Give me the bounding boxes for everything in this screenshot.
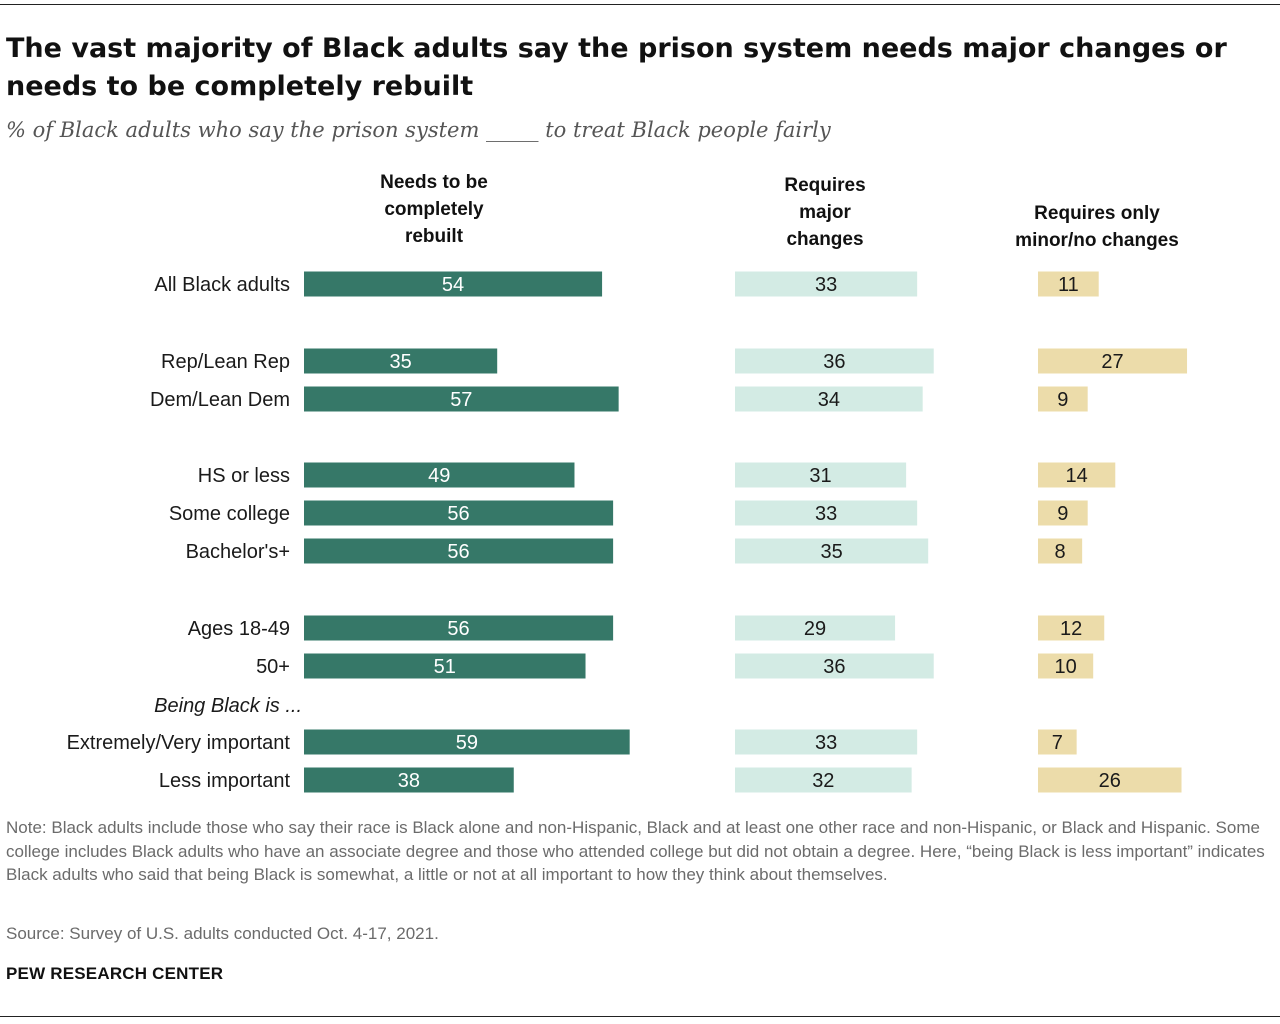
bar-chart: Needs to be completely rebuilt Requires majo… — [67, 172, 1188, 793]
data-label: 33 — [815, 503, 837, 525]
bar — [735, 538, 929, 564]
bar — [735, 462, 907, 488]
data-label: 59 — [456, 732, 478, 754]
bar — [1038, 500, 1088, 526]
column-header-line: Needs to be — [380, 172, 488, 193]
bar — [735, 500, 918, 526]
data-label: 57 — [450, 389, 472, 411]
data-label: 49 — [428, 465, 450, 487]
data-label: 56 — [447, 541, 469, 563]
data-label: 36 — [823, 351, 845, 373]
chart-note: Note: Black adults include those who say… — [6, 818, 1265, 884]
group-label: Being Black is ... — [154, 695, 302, 717]
bottom-rule — [0, 1016, 1280, 1017]
bar — [304, 615, 614, 641]
bar — [304, 653, 586, 679]
column-header-line: rebuilt — [405, 226, 464, 247]
category-label: Bachelor's+ — [186, 541, 290, 563]
bar — [735, 653, 934, 679]
data-label: 38 — [398, 770, 420, 792]
bar — [1038, 462, 1116, 488]
category-label: Ages 18-49 — [188, 618, 290, 640]
data-label: 33 — [815, 732, 837, 754]
bar — [1038, 538, 1083, 564]
column-header-line: Requires only — [1034, 203, 1160, 224]
column-header-line: major — [799, 202, 851, 223]
data-label: 32 — [812, 770, 834, 792]
data-label: 54 — [442, 274, 464, 296]
category-label: Dem/Lean Dem — [150, 389, 290, 411]
data-label: 35 — [820, 541, 842, 563]
bar — [304, 500, 614, 526]
bar — [735, 348, 934, 374]
data-label: 7 — [1052, 732, 1063, 754]
bar — [304, 729, 630, 755]
bar — [735, 271, 918, 297]
bar — [1038, 386, 1088, 412]
bar — [304, 386, 619, 412]
data-label: 29 — [804, 618, 826, 640]
category-label: All Black adults — [154, 274, 290, 296]
data-label: 33 — [815, 274, 837, 296]
data-label: 26 — [1099, 770, 1121, 792]
column-header-line: Requires — [784, 175, 865, 196]
data-label: 35 — [389, 351, 411, 373]
chart-source: Source: Survey of U.S. adults conducted … — [6, 924, 439, 943]
brand-logo-text: PEW RESEARCH CENTER — [6, 964, 224, 983]
data-label: 11 — [1058, 274, 1079, 296]
category-label: Extremely/Very important — [67, 732, 291, 754]
bar — [1038, 615, 1105, 641]
bar — [304, 538, 614, 564]
bar — [735, 615, 896, 641]
data-label: 9 — [1057, 389, 1068, 411]
bar — [304, 462, 575, 488]
data-label: 56 — [447, 618, 469, 640]
bar — [1038, 653, 1094, 679]
data-label: 14 — [1066, 465, 1088, 487]
top-rule — [0, 4, 1280, 5]
data-label: 27 — [1101, 351, 1123, 373]
data-label: 10 — [1054, 656, 1076, 678]
data-label: 8 — [1055, 541, 1066, 563]
bar — [304, 271, 603, 297]
column-header-line: completely — [384, 199, 484, 220]
data-label: 12 — [1060, 618, 1082, 640]
bar — [1038, 348, 1188, 374]
bar — [735, 386, 923, 412]
bar — [1038, 271, 1099, 297]
bar — [735, 767, 912, 793]
chart-title: The vast majority of Black adults say th… — [6, 33, 1227, 102]
data-label: 36 — [823, 656, 845, 678]
bar — [1038, 729, 1077, 755]
category-label: Some college — [169, 503, 290, 525]
bar — [735, 729, 918, 755]
category-label: 50+ — [256, 656, 290, 678]
data-label: 56 — [447, 503, 469, 525]
data-label: 51 — [434, 656, 456, 678]
chart-subtitle: % of Black adults who say the prison sys… — [6, 118, 831, 142]
category-label: HS or less — [198, 465, 290, 487]
category-label: Less important — [159, 770, 291, 792]
bar — [304, 348, 498, 374]
bar — [1038, 767, 1182, 793]
column-header-line: minor/no changes — [1015, 230, 1179, 251]
data-label: 34 — [818, 389, 840, 411]
data-label: 31 — [809, 465, 831, 487]
data-label: 9 — [1057, 503, 1068, 525]
category-label: Rep/Lean Rep — [161, 351, 290, 373]
bar — [304, 767, 514, 793]
column-header-line: changes — [786, 229, 863, 250]
